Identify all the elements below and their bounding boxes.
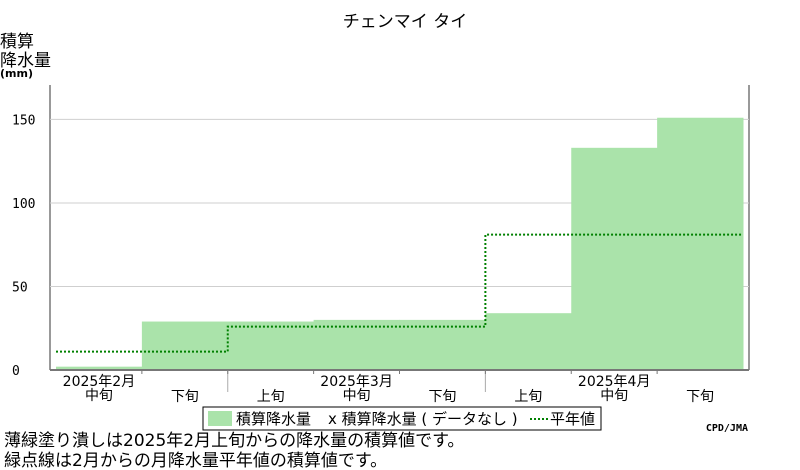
note-line-1: 薄緑塗り潰しは2025年2月上旬からの降水量の積算値です。 — [4, 430, 464, 451]
credit: CPD/JMA — [706, 423, 748, 434]
area-step — [56, 366, 143, 370]
legend-item-area: 積算降水量 — [236, 410, 311, 428]
x-dekad-label: 中旬 — [343, 388, 371, 404]
x-dekad-label: 下旬 — [686, 389, 714, 405]
legend-box — [202, 406, 602, 431]
y-axis-label-line: (mm) — [0, 67, 33, 80]
legend-item-nodata: x 積算降水量 ( データなし ) — [328, 410, 518, 428]
x-dekad-label: 下旬 — [171, 389, 199, 405]
area-step — [141, 321, 229, 370]
area-step — [657, 117, 744, 370]
y-tick-label: 100 — [12, 197, 35, 212]
x-month-label: 2025年3月 — [320, 374, 393, 390]
x-dekad-label: 上旬 — [514, 389, 542, 405]
y-tick-label: 0 — [12, 364, 20, 379]
area-step — [399, 319, 486, 370]
area-step — [313, 319, 400, 370]
y-axis-label-line: 降水量 — [0, 51, 51, 71]
x-month-label: 2025年4月 — [578, 374, 651, 390]
area-step — [485, 313, 572, 370]
legend: 積算降水量 x 積算降水量 ( データなし ) 平年値 — [202, 406, 602, 431]
area-step — [227, 321, 315, 370]
chart-title: チェンマイ タイ — [343, 12, 467, 32]
note-line-2: 緑点線は2月からの月降水量平年値の積算値です。 — [4, 451, 387, 470]
x-dekad-label: 中旬 — [85, 388, 113, 404]
y-tick-label: 150 — [12, 113, 35, 128]
x-dekad-label: 下旬 — [428, 389, 456, 405]
area-step — [571, 147, 658, 370]
x-month-label: 2025年2月 — [63, 374, 136, 390]
normal-line — [56, 233, 743, 353]
plot-area: 0 50 100 150 中旬 下旬 上旬 中旬 下旬 上旬 中旬 下旬 2025年2月 2025年3月 2… — [12, 85, 750, 405]
y-axis-label-line: 積算 — [0, 32, 34, 52]
y-axis-label: 積算降水量(mm) — [0, 32, 51, 80]
x-dekad-label: 上旬 — [257, 389, 285, 405]
legend-swatch-area — [208, 411, 232, 426]
x-dekad-label: 中旬 — [600, 388, 628, 404]
legend-item-normal: 平年値 — [550, 410, 595, 428]
y-tick-label: 50 — [12, 280, 28, 295]
